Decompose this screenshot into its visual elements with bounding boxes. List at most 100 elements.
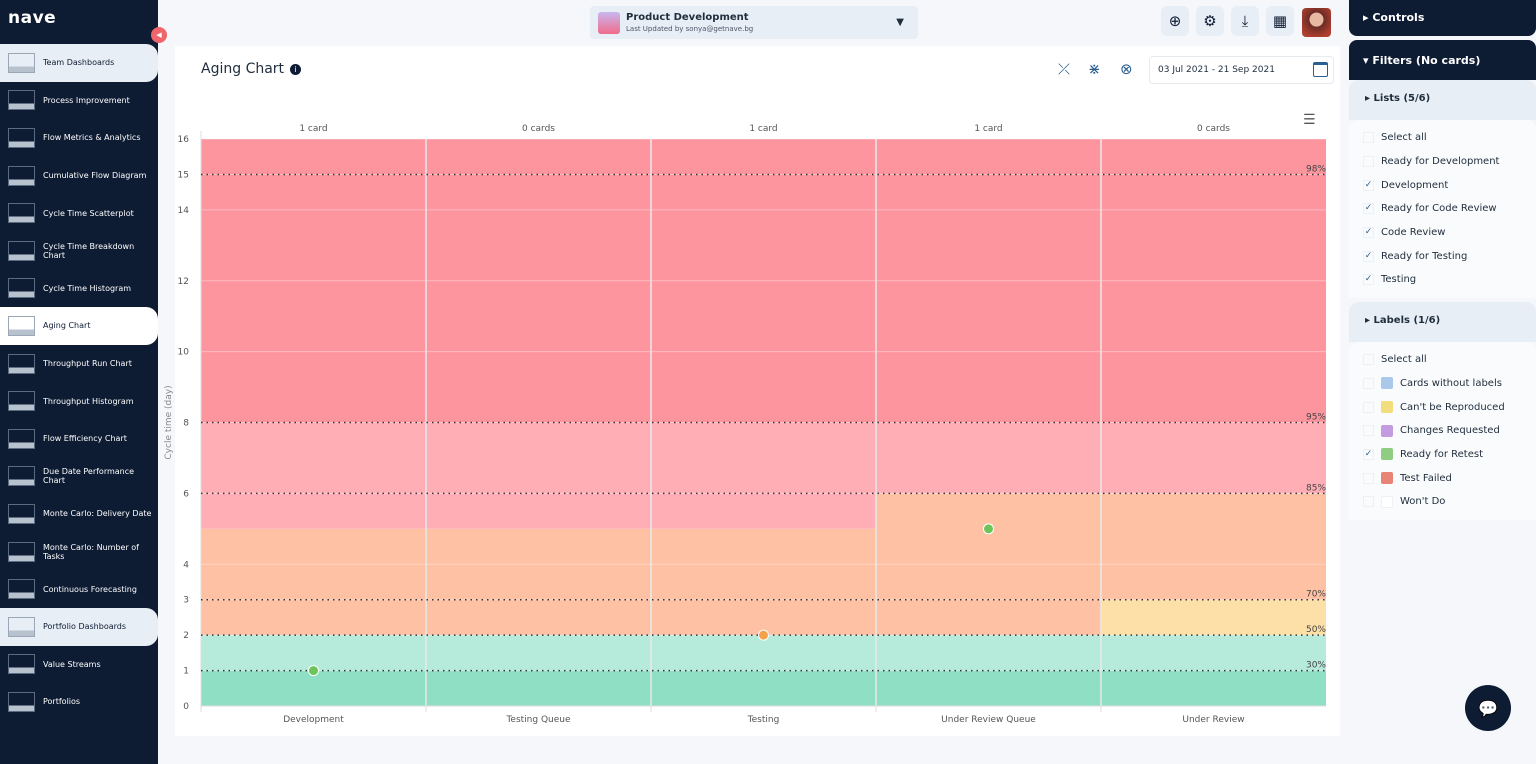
sidebar-item[interactable]: Throughput Histogram xyxy=(0,382,158,420)
zone-band xyxy=(651,422,876,529)
filter-option[interactable]: ✓ Code Review xyxy=(1363,221,1536,245)
data-point[interactable] xyxy=(758,629,769,641)
labels-toggle[interactable]: ▸ Labels (1/6) xyxy=(1349,301,1536,342)
sidebar-item-label: Due Date Performance Chart xyxy=(43,467,135,486)
gear-icon[interactable]: ⚙ xyxy=(1196,6,1224,36)
sidebar-item-label: Throughput Run Chart xyxy=(43,359,132,369)
checkbox[interactable]: ✓ xyxy=(1363,274,1374,286)
filter-option[interactable]: Can't be Reproduced xyxy=(1363,395,1536,419)
percentile-off-icon[interactable]: ⋇ xyxy=(1088,60,1101,78)
board-selector[interactable]: Product Development Last Updated by sony… xyxy=(590,6,918,39)
checkbox[interactable] xyxy=(1363,401,1374,413)
filter-option[interactable]: ✓ Ready for Testing xyxy=(1363,244,1536,268)
info-icon[interactable]: i xyxy=(290,64,302,75)
label-color-swatch xyxy=(1381,495,1393,508)
sidebar-item-label: Portfolio Dashboards xyxy=(43,622,127,632)
chart-thumbnail-icon xyxy=(8,127,35,148)
date-range-picker[interactable]: 03 Jul 2021 - 21 Sep 2021 xyxy=(1149,56,1334,84)
sidebar-item[interactable]: Cumulative Flow Diagram xyxy=(0,157,158,195)
checkbox[interactable] xyxy=(1363,132,1374,144)
checkbox[interactable]: ✓ xyxy=(1363,179,1374,191)
checkbox[interactable] xyxy=(1363,496,1374,508)
filter-option[interactable]: Select all xyxy=(1363,126,1536,150)
checkbox[interactable]: ✓ xyxy=(1363,203,1374,215)
filter-option[interactable]: ✓ Ready for Code Review xyxy=(1363,197,1536,221)
sidebar-item[interactable]: Monte Carlo: Number of Tasks xyxy=(0,533,158,571)
sidebar-item[interactable]: Continuous Forecasting xyxy=(0,570,158,608)
sidebar-item[interactable]: Due Date Performance Chart xyxy=(0,458,158,496)
sidebar-item[interactable]: Value Streams xyxy=(0,646,158,684)
filter-option-label: Select all xyxy=(1381,132,1427,144)
calendar-icon[interactable] xyxy=(1313,62,1328,77)
zone-band xyxy=(651,528,876,636)
zone-band xyxy=(1101,599,1326,636)
sidebar-item[interactable]: Portfolio Dashboards xyxy=(0,607,158,646)
plus-circle-icon[interactable]: ⊕ xyxy=(1161,6,1189,36)
y-tick-label: 4 xyxy=(183,560,189,570)
chart-thumbnail-icon xyxy=(8,654,35,675)
chart-menu-icon[interactable]: ☰ xyxy=(1303,112,1316,128)
data-point[interactable] xyxy=(308,665,319,677)
checkbox[interactable] xyxy=(1363,354,1374,366)
filter-option[interactable]: Ready for Development xyxy=(1363,150,1536,174)
checkbox[interactable]: ✓ xyxy=(1363,448,1374,460)
zone-band xyxy=(426,528,651,636)
zone-band xyxy=(426,670,651,706)
checkbox[interactable] xyxy=(1363,377,1374,389)
y-tick-label: 12 xyxy=(178,277,189,287)
avatar[interactable] xyxy=(1302,8,1331,37)
y-tick-label: 8 xyxy=(183,419,189,429)
card-count-label: 1 card xyxy=(974,124,1002,134)
caret-down-icon: ▼ xyxy=(896,17,904,28)
sidebar-item-label: Portfolios xyxy=(43,697,81,707)
layout-icon[interactable]: ▦ xyxy=(1266,6,1294,36)
filter-option[interactable]: Select all xyxy=(1363,348,1536,372)
sidebar-item-label: Monte Carlo: Number of Tasks xyxy=(43,542,139,561)
sidebar-item[interactable]: Cycle Time Histogram xyxy=(0,270,158,308)
checkbox[interactable]: ✓ xyxy=(1363,250,1374,262)
card-count-label: 1 card xyxy=(749,124,777,134)
trend-off-icon[interactable]: ⤫ xyxy=(1058,60,1071,78)
filter-option[interactable]: Test Failed xyxy=(1363,466,1536,490)
right-panel: ▸ Controls ▾ Filters (No cards) ▸ Lists … xyxy=(1349,0,1536,764)
zone-band xyxy=(426,635,651,671)
sidebar-item[interactable]: Process Improvement xyxy=(0,82,158,120)
sidebar-item-label: Team Dashboards xyxy=(43,58,115,68)
sidebar-item[interactable]: Portfolios xyxy=(0,683,158,721)
chart-thumbnail-icon xyxy=(8,466,35,487)
checkbox[interactable] xyxy=(1363,156,1374,168)
lists-toggle[interactable]: ▸ Lists (5/6) xyxy=(1349,80,1536,120)
checkbox[interactable] xyxy=(1363,472,1374,484)
chat-button[interactable]: 💬 xyxy=(1465,685,1511,731)
zone-band xyxy=(876,635,1101,671)
filter-option[interactable]: ✓ Testing xyxy=(1363,268,1536,292)
filter-option-label: Ready for Retest xyxy=(1400,448,1484,460)
sidebar-item[interactable]: Flow Efficiency Chart xyxy=(0,420,158,458)
sidebar-item[interactable]: Cycle Time Scatterplot xyxy=(0,194,158,232)
zone-band xyxy=(426,422,651,529)
chart-thumbnail-icon xyxy=(8,616,35,637)
sidebar-item[interactable]: Monte Carlo: Delivery Date xyxy=(0,495,158,533)
filter-option[interactable]: Changes Requested xyxy=(1363,419,1536,443)
sidebar-item[interactable]: Cycle Time Breakdown Chart xyxy=(0,232,158,270)
collapse-sidebar-button[interactable]: ◀ xyxy=(151,27,167,43)
zone-band xyxy=(201,139,426,423)
filter-option[interactable]: Cards without labels xyxy=(1363,372,1536,396)
checkbox[interactable]: ✓ xyxy=(1363,227,1374,239)
filters-toggle[interactable]: ▾ Filters (No cards) xyxy=(1349,40,1536,80)
filter-option[interactable]: ✓ Development xyxy=(1363,173,1536,197)
sidebar-item[interactable]: Team Dashboards xyxy=(0,44,158,82)
sidebar-item[interactable]: Throughput Run Chart xyxy=(0,345,158,383)
reset-zoom-icon[interactable]: ⊗ xyxy=(1120,60,1133,78)
data-point[interactable] xyxy=(983,523,994,535)
filter-option[interactable]: ✓ Ready for Retest xyxy=(1363,443,1536,467)
chart-thumbnail-icon xyxy=(8,391,35,412)
checkbox[interactable] xyxy=(1363,425,1374,437)
filter-option-label: Development xyxy=(1381,179,1449,191)
filter-option[interactable]: Won't Do xyxy=(1363,490,1536,514)
sidebar-item[interactable]: Flow Metrics & Analytics xyxy=(0,119,158,157)
sidebar-item[interactable]: Aging Chart xyxy=(0,307,158,345)
zone-band xyxy=(1101,635,1326,671)
controls-toggle[interactable]: ▸ Controls xyxy=(1349,0,1536,36)
download-icon[interactable]: ⤓ xyxy=(1231,6,1259,36)
